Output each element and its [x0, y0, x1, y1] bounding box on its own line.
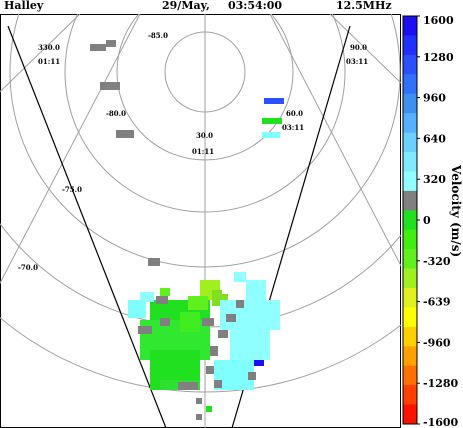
meridian-right [269, 14, 401, 267]
fov-edge-left [7, 25, 167, 428]
scatter-cell [156, 296, 168, 304]
scatter-cell [160, 288, 170, 296]
colorbar-swatch [403, 190, 417, 211]
scatter-cell [140, 292, 154, 302]
scatter-cell [188, 296, 208, 310]
meridian-left [0, 14, 141, 285]
meridian-far-left [0, 14, 81, 93]
scatter-cell [180, 312, 200, 332]
scatter-cell [206, 366, 214, 374]
scatter-cell [246, 280, 266, 300]
colorbar-swatch [403, 93, 417, 114]
colorbar-swatch [403, 152, 417, 172]
scatter-cell [264, 98, 284, 104]
velocity-colorbar: 1600 1280 960 640 320 0 -320 -639 -960 -1280 -1600 [402, 14, 459, 428]
plot-frame [0, 14, 401, 428]
scatter-cells [90, 40, 284, 420]
scatter-cell [100, 82, 120, 90]
colorbar-swatch [403, 326, 417, 347]
colorbar-swatch [403, 288, 417, 308]
colorbar-tick-label: -320 [423, 255, 451, 268]
station-name: Halley [4, 0, 44, 12]
scatter-cell [116, 130, 134, 138]
scatter-cell [254, 360, 264, 366]
colorbar-swatch [403, 365, 417, 386]
colorbar-tick-label: 640 [423, 132, 446, 145]
scatter-cell [210, 346, 218, 356]
colorbar-tick-label: 320 [423, 173, 446, 186]
time-label: 03:54:00 [228, 0, 282, 12]
scatter-cell [234, 272, 246, 282]
mlt-label-3: 03:11 [282, 123, 304, 132]
lat-label-4: -70.0 [18, 263, 38, 272]
scatter-cell [196, 414, 202, 420]
scatter-cell [218, 330, 228, 338]
scatter-cell [160, 318, 170, 326]
scatter-cell [202, 318, 214, 326]
scatter-cell [230, 330, 270, 360]
scatter-cell [106, 40, 116, 47]
colorbar-swatch [403, 113, 417, 134]
scatter-cell [226, 314, 236, 322]
lon-label-3: 60.0 [286, 109, 303, 118]
lon-label-4: 90.0 [350, 43, 367, 52]
scatter-cell [222, 288, 232, 294]
scatter-cell [214, 380, 222, 388]
mlt-label-1: 01:11 [38, 57, 60, 66]
scatter-cell [248, 372, 256, 380]
colorbar-tick-label: -639 [423, 296, 451, 309]
mlt-label-2: 01:11 [192, 147, 214, 156]
colorbar-swatch [403, 346, 417, 367]
colorbar-swatch [403, 229, 417, 250]
colorbar-swatch [403, 54, 417, 75]
colorbar-swatch [403, 404, 417, 425]
scatter-cell [178, 382, 198, 390]
frequency-label: 12.5MHz [336, 0, 392, 12]
colorbar-swatch [403, 74, 417, 95]
colorbar-swatch [403, 268, 417, 289]
date-label: 29/May, [162, 0, 210, 12]
scatter-cell [196, 398, 202, 404]
colorbar-tick-label: 0 [423, 214, 431, 227]
scatter-cell [90, 44, 106, 51]
lon-label-2: 30.0 [196, 131, 213, 140]
scatter-cell [206, 406, 212, 412]
scatter-cell [148, 258, 160, 266]
colorbar-tick-label: 1280 [423, 51, 454, 64]
colorbar-swatch [403, 35, 417, 56]
colorbar-swatch [403, 307, 417, 328]
colorbar-swatch [403, 171, 417, 192]
lon-label-1: 330.0 [38, 43, 60, 52]
colorbar-swatch [403, 249, 417, 270]
colorbar-swatch [403, 132, 417, 153]
lat-label-3: -75.0 [62, 185, 82, 194]
lat-label-2: -80.0 [106, 109, 126, 118]
colorbar-swatch [403, 16, 417, 36]
scatter-cell [236, 300, 244, 308]
scatter-cell [128, 300, 146, 318]
colorbar-swatch [403, 210, 417, 231]
colorbar-tick-label: 960 [423, 92, 446, 105]
meridian-far-right [329, 14, 401, 84]
lat-label-1: -85.0 [148, 31, 168, 40]
mlt-label-4: 03:11 [346, 57, 368, 66]
scatter-cell [138, 326, 152, 334]
colorbar-title: Velocity (m/s) [449, 164, 463, 257]
colorbar-tick-label: -1280 [423, 377, 459, 390]
colorbar-tick-label: 1600 [423, 14, 454, 27]
scatter-cell [262, 118, 282, 124]
colorbar-tick-label: -960 [423, 336, 451, 349]
colorbar-tick-label: -1600 [423, 416, 459, 428]
colorbar-swatch [403, 385, 417, 406]
scatter-cell [262, 132, 280, 138]
